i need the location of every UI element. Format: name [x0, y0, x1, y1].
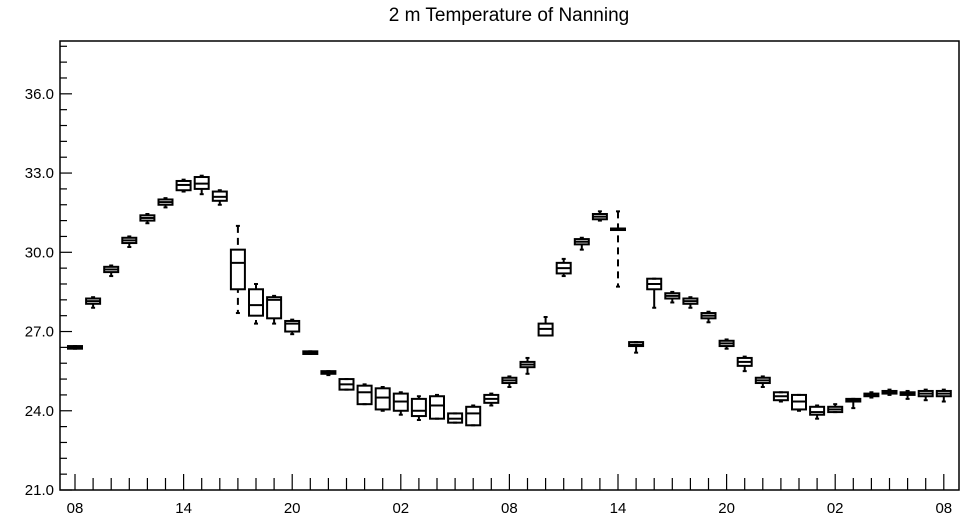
box-item — [429, 393, 445, 420]
x-tick-label: 08 — [501, 500, 518, 517]
box-item — [356, 383, 373, 406]
plot-frame — [59, 40, 960, 491]
x-axis: 08 14 20 02 08 14 20 02 08 — [67, 474, 952, 517]
box-item — [302, 350, 319, 355]
box-item — [736, 355, 753, 373]
box-item — [754, 375, 771, 388]
x-tick-label: 14 — [175, 500, 192, 517]
box-item — [610, 210, 626, 288]
box-item — [284, 318, 301, 336]
box-item — [501, 375, 518, 388]
box-item — [175, 178, 192, 193]
box-body — [410, 397, 427, 418]
box-item — [211, 189, 228, 206]
y-tick-label: 36.0 — [25, 86, 54, 103]
box-item — [555, 257, 572, 278]
box-item — [682, 296, 699, 309]
box-item — [392, 391, 409, 416]
x-tick-label: 02 — [827, 500, 844, 517]
y-tick-label: 33.0 — [25, 165, 54, 182]
x-tick-label: 14 — [610, 500, 627, 517]
box-item — [85, 296, 102, 309]
x-tick-label: 02 — [392, 500, 409, 517]
box-item — [573, 236, 590, 251]
box-item — [537, 316, 554, 337]
box-body — [356, 384, 373, 406]
box-item — [519, 356, 536, 375]
y-axis: 21.0 24.0 27.0 30.0 33.0 36.0 — [25, 45, 72, 499]
box-item — [628, 341, 645, 354]
y-tick-label: 24.0 — [25, 403, 54, 420]
box-item — [935, 388, 952, 403]
y-tick-label: 21.0 — [25, 482, 54, 499]
box-item — [121, 235, 138, 249]
box-item — [103, 264, 120, 278]
box-body — [465, 405, 482, 427]
box-body — [429, 395, 445, 420]
box-item — [67, 345, 83, 350]
box-series — [67, 174, 952, 427]
box-body — [248, 288, 264, 317]
box-item — [917, 388, 934, 402]
box-item — [157, 197, 174, 209]
chart-title: 2 m Temperature of Nanning — [388, 5, 630, 26]
box-item — [863, 391, 880, 399]
box-item — [881, 388, 898, 396]
box-item — [718, 338, 735, 350]
box-item — [664, 290, 681, 304]
x-tick-label: 20 — [718, 500, 735, 517]
x-tick-label: 20 — [284, 500, 301, 517]
x-tick-label: 08 — [67, 500, 84, 517]
box-body — [809, 405, 826, 416]
box-item — [320, 370, 337, 377]
box-body — [374, 387, 391, 411]
box-item — [410, 395, 427, 422]
box-item — [338, 378, 355, 391]
box-body — [284, 319, 301, 333]
box-item — [229, 224, 246, 315]
box-item — [845, 397, 862, 410]
box-item — [772, 391, 789, 403]
box-body — [229, 248, 246, 291]
box-item — [809, 404, 826, 420]
box-item — [248, 282, 264, 325]
y-tick-label: 27.0 — [25, 324, 54, 341]
y-tick-label: 30.0 — [25, 244, 54, 261]
box-item — [447, 412, 464, 424]
box-body — [266, 296, 283, 320]
box-item — [139, 212, 156, 225]
box-item — [483, 392, 500, 407]
box-item — [827, 403, 844, 414]
box-item — [193, 174, 210, 196]
box-item — [646, 277, 663, 309]
box-item — [791, 393, 807, 412]
box-item — [700, 310, 717, 324]
box-item — [899, 389, 916, 400]
box-item — [374, 385, 391, 412]
box-item — [465, 404, 482, 427]
box-item — [591, 210, 608, 222]
x-tick-label: 08 — [935, 500, 952, 517]
box-item — [266, 294, 283, 325]
